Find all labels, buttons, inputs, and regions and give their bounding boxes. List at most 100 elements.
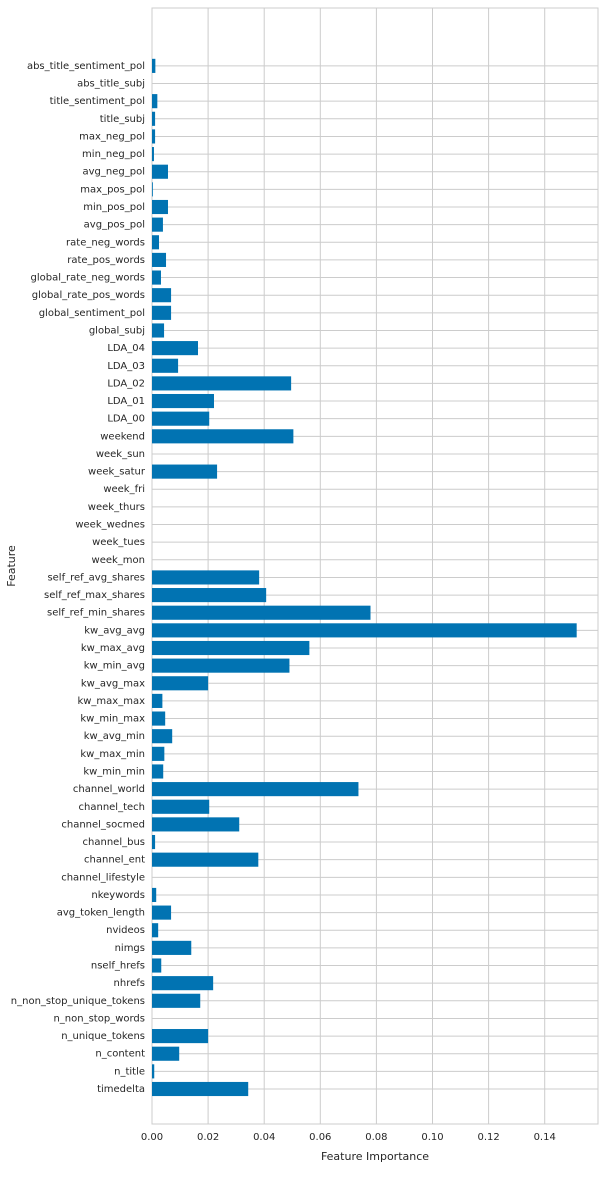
y-tick-label: min_pos_pol bbox=[83, 202, 145, 213]
y-tick-label: nvideos bbox=[106, 925, 145, 936]
bar bbox=[152, 217, 163, 232]
x-tick-label: 0.12 bbox=[477, 1132, 499, 1143]
y-tick-label: timedelta bbox=[97, 1084, 145, 1095]
y-tick-label: rate_neg_words bbox=[66, 237, 145, 248]
y-tick-label: global_rate_neg_words bbox=[31, 273, 145, 284]
bar bbox=[152, 640, 310, 656]
y-tick-label: max_neg_pol bbox=[79, 131, 145, 142]
bar bbox=[152, 729, 173, 744]
y-tick-label: kw_avg_min bbox=[84, 731, 145, 742]
bar bbox=[152, 940, 192, 955]
bar bbox=[152, 958, 162, 973]
y-tick-label: min_neg_pol bbox=[82, 149, 145, 160]
bar bbox=[152, 588, 267, 603]
bar bbox=[152, 252, 167, 267]
y-tick-label: week_sun bbox=[96, 449, 145, 460]
y-tick-label: self_ref_min_shares bbox=[47, 608, 145, 619]
bar bbox=[152, 852, 259, 867]
y-tick-label: kw_max_avg bbox=[81, 643, 145, 654]
y-tick-label: kw_min_min bbox=[83, 766, 145, 777]
bar bbox=[152, 199, 168, 215]
y-tick-label: LDA_04 bbox=[107, 343, 145, 354]
bar bbox=[152, 376, 292, 391]
y-tick-label: week_wednes bbox=[75, 520, 145, 531]
x-tick-label: 0.10 bbox=[421, 1132, 443, 1143]
y-tick-label: nimgs bbox=[115, 943, 145, 954]
x-tick-label: 0.08 bbox=[365, 1132, 387, 1143]
y-tick-label: LDA_01 bbox=[107, 396, 145, 407]
bar bbox=[152, 358, 179, 373]
y-tick-label: LDA_00 bbox=[107, 414, 145, 425]
bar bbox=[152, 993, 201, 1008]
y-tick-label: week_thurs bbox=[88, 502, 145, 513]
y-tick-label: channel_lifestyle bbox=[61, 872, 145, 883]
y-tick-label: kw_avg_avg bbox=[84, 625, 145, 636]
y-tick-label: global_rate_pos_words bbox=[32, 290, 145, 301]
bar bbox=[152, 58, 156, 73]
bar bbox=[152, 1046, 180, 1061]
bar bbox=[152, 323, 165, 338]
bar bbox=[152, 605, 371, 620]
bar bbox=[152, 111, 156, 126]
bar bbox=[152, 693, 163, 708]
y-tick-label: nhrefs bbox=[114, 978, 145, 989]
x-tick-label: 0.04 bbox=[253, 1132, 275, 1143]
y-tick-label: kw_max_max bbox=[77, 696, 145, 707]
y-tick-label: self_ref_avg_shares bbox=[47, 572, 145, 583]
y-tick-label: abs_title_sentiment_pol bbox=[27, 61, 145, 72]
bar bbox=[152, 782, 359, 797]
y-tick-label: title_sentiment_pol bbox=[50, 96, 145, 107]
y-tick-label: channel_world bbox=[73, 784, 145, 795]
y-tick-label: LDA_03 bbox=[107, 361, 145, 372]
y-tick-label: avg_pos_pol bbox=[84, 220, 145, 231]
y-tick-label: abs_title_subj bbox=[77, 79, 145, 90]
bar bbox=[152, 1064, 155, 1079]
y-axis-label: Feature bbox=[5, 545, 18, 587]
y-tick-label: channel_socmed bbox=[61, 819, 145, 830]
bar bbox=[152, 834, 156, 850]
bar bbox=[152, 393, 214, 409]
y-tick-label: n_title bbox=[114, 1066, 145, 1077]
plot-area bbox=[151, 7, 599, 1125]
x-tick-label: 0.00 bbox=[141, 1132, 163, 1143]
bar bbox=[152, 270, 161, 285]
y-tick-label: avg_token_length bbox=[57, 908, 145, 919]
y-tick-label: kw_avg_max bbox=[81, 678, 145, 689]
y-tick-label: kw_min_avg bbox=[84, 661, 145, 672]
y-tick-label: kw_max_min bbox=[80, 749, 145, 760]
y-tick-label: week_fri bbox=[103, 484, 145, 495]
bar bbox=[152, 570, 260, 585]
y-tick-label: LDA_02 bbox=[107, 378, 145, 389]
y-tick-label: n_content bbox=[95, 1049, 145, 1060]
bar bbox=[152, 887, 157, 903]
y-tick-label: global_sentiment_pol bbox=[39, 308, 145, 319]
bar bbox=[152, 817, 240, 832]
y-tick-label: n_non_stop_unique_tokens bbox=[11, 996, 145, 1007]
bar bbox=[152, 1081, 249, 1097]
bar bbox=[152, 464, 218, 479]
y-tick-label: channel_ent bbox=[84, 855, 145, 866]
bar bbox=[152, 976, 214, 991]
x-axis-label: Feature Importance bbox=[321, 1150, 429, 1163]
y-tick-label: max_pos_pol bbox=[80, 184, 145, 195]
bar bbox=[152, 1029, 209, 1044]
y-tick-label: nkeywords bbox=[91, 890, 145, 901]
bar bbox=[152, 147, 154, 162]
bar bbox=[152, 746, 165, 761]
bar bbox=[152, 305, 172, 320]
y-tick-label: week_tues bbox=[92, 537, 145, 548]
y-tick-label: channel_bus bbox=[83, 837, 145, 848]
bar bbox=[152, 799, 210, 814]
x-tick-label: 0.14 bbox=[534, 1132, 556, 1143]
y-tick-label: weekend bbox=[100, 431, 145, 442]
y-tick-label: n_unique_tokens bbox=[61, 1031, 145, 1042]
y-tick-label: week_satur bbox=[88, 467, 146, 478]
bar bbox=[152, 164, 168, 179]
bar bbox=[152, 182, 153, 197]
bar bbox=[152, 676, 209, 691]
y-tick-label: week_mon bbox=[92, 555, 145, 566]
y-tick-label: self_ref_max_shares bbox=[44, 590, 145, 601]
bar bbox=[152, 623, 577, 638]
bar bbox=[152, 94, 158, 109]
